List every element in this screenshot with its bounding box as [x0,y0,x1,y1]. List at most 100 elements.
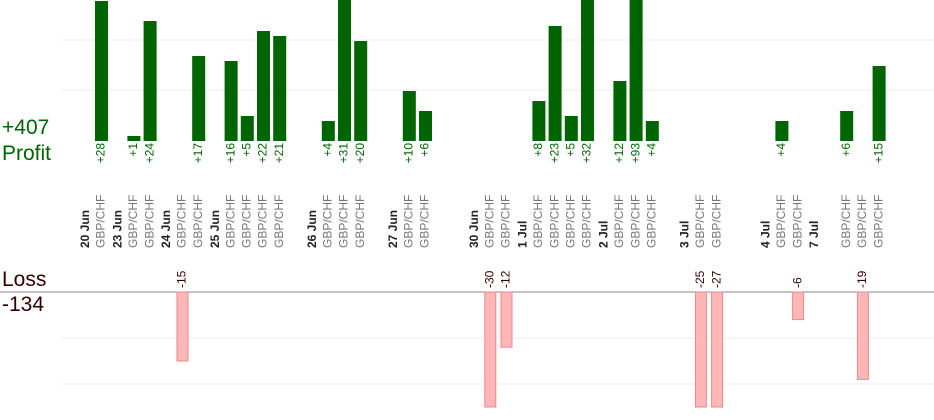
profit-value-label: +17 [191,143,205,164]
loss-label: Loss [2,268,47,291]
date-label: 26 Jun [305,210,319,248]
pair-label: GBP/CHF [547,195,561,248]
pair-label: GBP/CHF [855,195,869,248]
pair-label: GBP/CHF [418,195,432,248]
profit-bar [775,121,789,141]
pair-label: GBP/CHF [239,195,253,248]
pair-label: GBP/CHF [531,195,545,248]
loss-value-label: -25 [693,270,707,288]
profit-value-label: +31 [337,143,351,164]
profit-value-label: +20 [353,143,367,164]
loss-value-label: -19 [855,270,869,288]
profit-value-label: +16 [223,143,237,164]
profit-value-label: +24 [142,143,156,164]
date-label: 7 Jul [807,221,821,248]
loss-value-label: -30 [482,270,496,288]
date-label: 27 Jun [386,210,400,248]
date-label: 1 Jul [516,221,530,248]
date-label: 2 Jul [597,221,611,248]
date-label: 3 Jul [678,221,692,248]
pair-label: GBP/CHF [790,195,804,248]
pair-label: GBP/CHF [839,195,853,248]
profit-bar [548,26,562,141]
date-label: 20 Jun [78,210,92,248]
pair-label: GBP/CHF [612,195,626,248]
profit-value-label: +32 [580,143,594,164]
profit-value-label: +93 [628,143,642,164]
pair-label: GBP/CHF [353,195,367,248]
profit-value-label: +28 [94,143,108,164]
pair-label: GBP/CHF [256,195,270,248]
profit-value-label: +4 [644,143,658,157]
profit-bar [257,31,270,141]
pair-label: GBP/CHF [126,195,140,248]
profit-value-label: +12 [612,143,626,164]
profit-value-label: +4 [774,143,788,157]
pair-label: GBP/CHF [709,195,723,248]
pair-label: GBP/CHF [499,195,513,248]
pair-label: GBP/CHF [401,195,415,248]
loss-bar [484,291,497,408]
profit-value-label: +8 [531,143,545,157]
date-label: 30 Jun [467,210,481,248]
date-label: 25 Jun [208,210,222,248]
profit-bar [840,111,854,141]
profit-value-label: +1 [126,143,140,157]
loss-bar [856,291,869,380]
profit-value-label: +4 [320,143,334,157]
pair-label: GBP/CHF [175,195,189,248]
pair-label: GBP/CHF [142,195,156,248]
profit-bar [321,121,335,141]
profit-bar [354,41,368,141]
loss-bar [500,291,513,348]
profit-bar [240,116,254,141]
profit-bar [872,66,886,141]
profit-bar [645,121,659,141]
pair-label: GBP/CHF [644,195,658,248]
pair-label: GBP/CHF [272,195,286,248]
pair-label: GBP/CHF [191,195,205,248]
loss-bar [176,291,189,362]
pair-label: GBP/CHF [320,195,334,248]
profit-value-label: +10 [401,143,415,164]
profit-bar [143,21,157,141]
profit-bar [95,1,108,141]
profit-bar [532,101,546,141]
pair-label: GBP/CHF [337,195,351,248]
profit-value-label: +5 [239,143,253,157]
profit-label: Profit [2,142,52,165]
profit-value-label: +5 [563,143,577,157]
profit-bar [273,36,287,141]
profit-total: +407 [2,116,50,139]
loss-value-label: -27 [709,270,723,288]
pair-label: GBP/CHF [482,195,496,248]
loss-value-label: -12 [499,270,513,288]
profit-value-label: +21 [272,143,286,164]
date-label: 24 Jun [159,210,173,248]
pair-label: GBP/CHF [223,195,237,248]
date-label: 4 Jul [759,221,773,248]
profit-bar [629,0,643,141]
profit-value-label: +23 [547,143,561,164]
pair-label: GBP/CHF [693,195,707,248]
profit-bar [402,91,416,141]
pair-label: GBP/CHF [871,195,885,248]
loss-value-label: -6 [790,277,804,288]
profit-bar [581,0,594,141]
loss-bar [694,291,707,408]
profit-value-label: +6 [839,143,853,157]
profit-bar [338,0,351,141]
date-label: 23 Jun [111,210,125,248]
pair-label: GBP/CHF [580,195,594,248]
loss-bar [711,291,724,408]
profit-bar [419,111,432,141]
loss-value-label: -15 [175,270,189,288]
loss-total: -134 [2,293,45,316]
profit-bar [192,56,206,141]
pair-label: GBP/CHF [628,195,642,248]
profit-value-label: +6 [418,143,432,157]
pair-label: GBP/CHF [774,195,788,248]
loss-bar [792,291,805,321]
pair-label: GBP/CHF [94,195,108,248]
